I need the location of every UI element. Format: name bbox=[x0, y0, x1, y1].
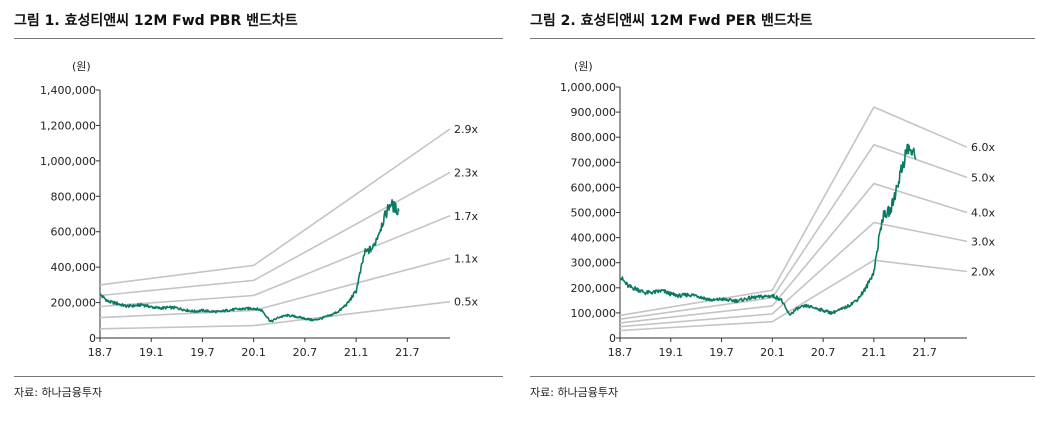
y-tick-label: 600,000 bbox=[571, 181, 617, 194]
y-tick-label: 0 bbox=[89, 332, 96, 345]
chart-title: 그림 2. 효성티앤씨 12M Fwd PER 밴드차트 bbox=[530, 13, 813, 29]
y-tick-label: 700,000 bbox=[571, 156, 617, 169]
y-unit-label: (원) bbox=[574, 60, 593, 73]
title-rule bbox=[530, 38, 1035, 39]
y-tick-label: 900,000 bbox=[571, 106, 617, 119]
footer-rule bbox=[530, 376, 1035, 377]
band-line bbox=[619, 182, 968, 324]
y-tick-label: 1,000,000 bbox=[560, 81, 616, 94]
x-tick-label: 20.1 bbox=[241, 346, 266, 359]
band-label: 2.0x bbox=[971, 265, 995, 278]
band-label: 2.3x bbox=[454, 166, 478, 179]
x-tick-label: 20.1 bbox=[760, 346, 785, 359]
x-tick-label: 19.7 bbox=[190, 346, 215, 359]
y-tick-label: 200,000 bbox=[51, 297, 97, 310]
band-label: 0.5x bbox=[454, 296, 478, 309]
chart-title: 그림 1. 효성티앤씨 12M Fwd PBR 밴드차트 bbox=[14, 13, 298, 29]
band-label: 1.7x bbox=[454, 210, 478, 223]
band-label: 2.9x bbox=[454, 123, 478, 136]
band-line bbox=[619, 143, 968, 320]
y-tick-label: 600,000 bbox=[51, 226, 97, 239]
band-line bbox=[619, 259, 968, 332]
y-tick-label: 500,000 bbox=[571, 207, 617, 220]
price-line bbox=[619, 143, 917, 316]
y-tick-label: 1,200,000 bbox=[40, 119, 96, 132]
x-tick-label: 21.1 bbox=[862, 346, 887, 359]
band-line bbox=[99, 171, 451, 297]
band-label: 3.0x bbox=[971, 235, 995, 248]
x-tick-label: 20.7 bbox=[293, 346, 318, 359]
band-line bbox=[99, 128, 451, 286]
band-label: 1.1x bbox=[454, 252, 478, 265]
x-tick-label: 21.7 bbox=[912, 346, 937, 359]
per-band-chart-panel: 그림 2. 효성티앤씨 12M Fwd PER 밴드차트 (원) 1,000,00… bbox=[522, 0, 1045, 428]
x-tick-label: 21.7 bbox=[395, 346, 420, 359]
y-tick-label: 800,000 bbox=[571, 131, 617, 144]
band-label: 4.0x bbox=[971, 207, 995, 220]
y-tick-label: 800,000 bbox=[51, 190, 97, 203]
x-tick-label: 20.7 bbox=[811, 346, 836, 359]
y-tick-label: 200,000 bbox=[571, 282, 617, 295]
pbr-band-chart-panel: 그림 1. 효성티앤씨 12M Fwd PBR 밴드차트 (원) 1,400,00… bbox=[0, 0, 503, 428]
band-line bbox=[99, 215, 451, 308]
x-tick-label: 18.7 bbox=[88, 346, 113, 359]
source-note: 자료: 하나금융투자 bbox=[530, 386, 619, 399]
band-line bbox=[619, 221, 968, 328]
x-tick-label: 18.7 bbox=[608, 346, 633, 359]
band-line bbox=[99, 257, 451, 319]
x-tick-label: 19.1 bbox=[139, 346, 164, 359]
title-rule bbox=[14, 38, 503, 39]
pbr-band-chart: (원) 1,400,000 1,200,000 1,000,000 800,000 600… bbox=[40, 60, 478, 359]
x-tick-label: 19.7 bbox=[709, 346, 734, 359]
per-band-chart: (원) 1,000,000 900,000 800,000 700,000 600,000… bbox=[560, 60, 995, 359]
y-unit-label: (원) bbox=[72, 60, 91, 73]
source-note: 자료: 하나금융투자 bbox=[14, 386, 103, 399]
y-tick-label: 1,000,000 bbox=[40, 155, 96, 168]
footer-rule bbox=[14, 376, 503, 377]
y-tick-label: 0 bbox=[609, 332, 616, 345]
band-line bbox=[99, 300, 451, 330]
x-tick-label: 21.1 bbox=[344, 346, 369, 359]
y-tick-label: 400,000 bbox=[51, 261, 97, 274]
price-line bbox=[99, 199, 400, 323]
y-tick-label: 400,000 bbox=[571, 232, 617, 245]
x-tick-label: 19.1 bbox=[659, 346, 684, 359]
band-label: 5.0x bbox=[971, 171, 995, 184]
y-tick-label: 300,000 bbox=[571, 257, 617, 270]
y-tick-label: 100,000 bbox=[571, 307, 617, 320]
band-line bbox=[619, 106, 968, 317]
band-label: 6.0x bbox=[971, 141, 995, 154]
y-tick-label: 1,400,000 bbox=[40, 84, 96, 97]
